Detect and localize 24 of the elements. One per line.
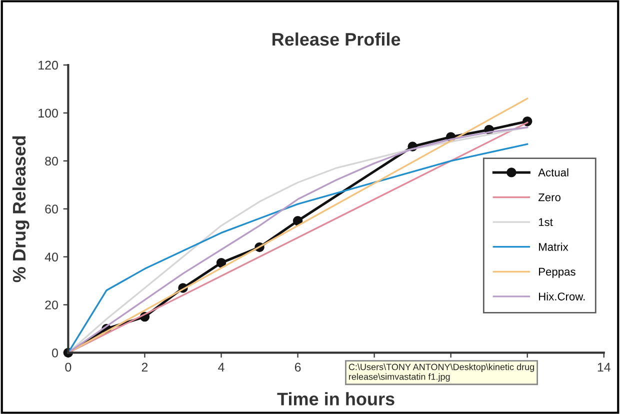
y-tick-label: 120 [38,60,58,70]
y-tick-label: 100 [38,108,58,118]
legend-label: Actual [538,168,568,176]
point [292,216,303,226]
x-tick-label: 6 [294,362,301,372]
y-axis-title: % Drug Released [12,136,30,282]
legend-label: Peppas [539,268,576,278]
y-tick-label: 20 [45,300,58,310]
y-tick-label: 60 [45,204,58,214]
x-tick-label: 0 [65,362,72,372]
legend-label: 1st [538,218,553,226]
y-tick-label: 0 [52,348,58,358]
legend-label: Hix.Crow. [539,292,585,300]
legend-label: Matrix [539,242,568,251]
x-tick-label: 4 [218,362,224,372]
text: C:\Users\TONY ANTONY\Desktop\kinetic drug release\simvastatin f1.jpg [348,364,534,382]
y-tick-label: 80 [45,156,58,166]
y-tick-label: 40 [44,252,58,262]
legend-label: Zero [538,193,560,202]
x-axis-title: Time in hours [277,392,394,406]
x-tick-label: 2 [142,362,148,372]
x-tick-label: 14 [598,362,610,372]
chart-title: Release Profile [272,32,400,46]
point [216,258,226,268]
